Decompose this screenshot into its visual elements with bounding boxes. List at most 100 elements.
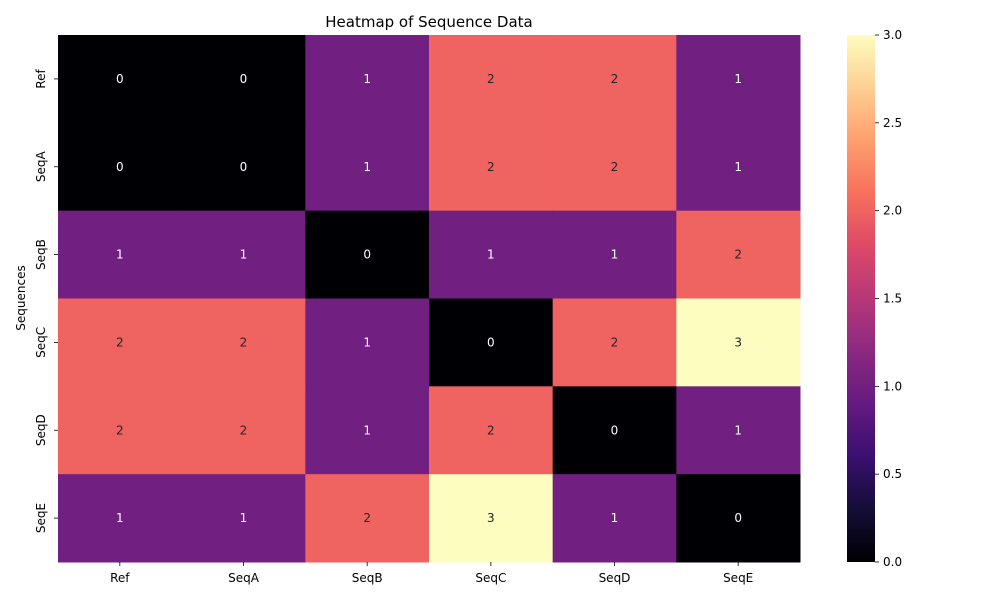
heatmap-cell bbox=[305, 210, 430, 299]
heatmap-cell bbox=[676, 386, 801, 475]
y-tick-label: SeqC bbox=[34, 327, 48, 358]
heatmap-cell bbox=[676, 474, 801, 563]
cell-value-label: 2 bbox=[487, 423, 495, 437]
cell-value-label: 0 bbox=[611, 423, 619, 437]
cell-value-label: 0 bbox=[363, 248, 371, 262]
heatmap-cell bbox=[552, 210, 677, 299]
cell-value-label: 0 bbox=[240, 160, 248, 174]
colorbar-tick-label: 1.5 bbox=[883, 292, 902, 306]
y-tick-label: SeqD bbox=[34, 414, 48, 446]
heatmap-cell bbox=[676, 122, 801, 212]
colorbar-ticks: 0.0 0.5 1.0 1.5 2.0 2.5 3.0 bbox=[875, 28, 902, 569]
cell-value-label: 3 bbox=[734, 335, 742, 349]
cell-value-label: 2 bbox=[611, 335, 619, 349]
cell-value-label: 1 bbox=[363, 72, 371, 86]
heatmap-cell bbox=[305, 298, 430, 387]
cell-value-label: 0 bbox=[240, 72, 248, 86]
cell-value-label: 1 bbox=[363, 160, 371, 174]
colorbar-tick-label: 3.0 bbox=[883, 28, 902, 42]
cell-value-label: 2 bbox=[240, 423, 248, 437]
heatmap-cell bbox=[429, 386, 554, 475]
colorbar: 0.0 0.5 1.0 1.5 2.0 2.5 3.0 bbox=[847, 28, 902, 569]
y-axis-label: Sequences bbox=[14, 265, 28, 330]
heatmap-cell bbox=[181, 298, 306, 387]
heatmap-cell bbox=[429, 210, 554, 299]
colorbar-tick-label: 0.5 bbox=[883, 467, 902, 481]
colorbar-tick-label: 2.0 bbox=[883, 204, 902, 218]
cell-value-label: 1 bbox=[240, 511, 248, 525]
heatmap-cell bbox=[676, 35, 801, 124]
heatmap-cell bbox=[181, 386, 306, 475]
cell-value-label: 1 bbox=[734, 423, 742, 437]
cell-value-label: 1 bbox=[734, 160, 742, 174]
cell-value-label: 1 bbox=[734, 72, 742, 86]
heatmap-cell bbox=[58, 386, 183, 475]
heatmap-cell bbox=[58, 210, 183, 299]
heatmap-cell bbox=[181, 35, 306, 124]
y-tick-label: SeqB bbox=[34, 239, 48, 270]
x-tick-label: SeqD bbox=[599, 571, 631, 585]
x-tick-label: Ref bbox=[110, 571, 130, 585]
heatmap-cells: 0 0 1 2 2 1 0 0 1 2 2 1 1 1 0 1 1 2 2 2 1 0 2 3 2 2 1 2 0 1 1 1 2 3 1 0 bbox=[58, 35, 801, 563]
x-tick-label: SeqB bbox=[352, 571, 383, 585]
heatmap-cell bbox=[58, 35, 183, 124]
y-tick-label: Ref bbox=[34, 68, 48, 88]
x-tick-label: SeqA bbox=[228, 571, 260, 585]
heatmap-cell bbox=[676, 298, 801, 387]
heatmap-cell bbox=[429, 298, 554, 387]
cell-value-label: 0 bbox=[487, 335, 495, 349]
heatmap-cell bbox=[58, 298, 183, 387]
heatmap-cell bbox=[429, 35, 554, 124]
heatmap-cell bbox=[552, 474, 677, 563]
cell-value-label: 0 bbox=[116, 72, 124, 86]
cell-value-label: 1 bbox=[116, 511, 124, 525]
heatmap-cell bbox=[552, 35, 677, 124]
heatmap-cell bbox=[429, 474, 554, 563]
heatmap-cell bbox=[181, 474, 306, 563]
x-tick-label: SeqC bbox=[475, 571, 506, 585]
cell-value-label: 1 bbox=[611, 248, 619, 262]
cell-value-label: 2 bbox=[611, 72, 619, 86]
cell-value-label: 2 bbox=[116, 423, 124, 437]
cell-value-label: 1 bbox=[363, 423, 371, 437]
heatmap-cell bbox=[305, 386, 430, 475]
cell-value-label: 2 bbox=[611, 160, 619, 174]
cell-value-label: 1 bbox=[116, 248, 124, 262]
cell-value-label: 1 bbox=[487, 248, 495, 262]
heatmap-cell bbox=[181, 122, 306, 212]
cell-value-label: 1 bbox=[611, 511, 619, 525]
heatmap-cell bbox=[552, 122, 677, 212]
y-tick-label: SeqA bbox=[34, 151, 48, 183]
y-tick-label: SeqE bbox=[34, 503, 48, 533]
cell-value-label: 1 bbox=[363, 335, 371, 349]
heatmap-cell bbox=[181, 210, 306, 299]
heatmap-cell bbox=[552, 298, 677, 387]
cell-value-label: 2 bbox=[487, 72, 495, 86]
heatmap-cell bbox=[58, 474, 183, 563]
chart-title: Heatmap of Sequence Data bbox=[325, 13, 532, 31]
heatmap-cell bbox=[305, 474, 430, 563]
heatmap-cell bbox=[58, 122, 183, 212]
cell-value-label: 0 bbox=[116, 160, 124, 174]
cell-value-label: 3 bbox=[487, 511, 495, 525]
cell-value-label: 2 bbox=[116, 335, 124, 349]
colorbar-tick-label: 2.5 bbox=[883, 116, 902, 130]
colorbar-tick-label: 0.0 bbox=[883, 555, 902, 569]
colorbar-tick-label: 1.0 bbox=[883, 379, 902, 393]
cell-value-label: 2 bbox=[363, 511, 371, 525]
cell-value-label: 0 bbox=[734, 511, 742, 525]
y-axis-ticks: Ref SeqA SeqB SeqC SeqD SeqE bbox=[34, 68, 58, 533]
heatmap-cell bbox=[305, 122, 430, 212]
colorbar-gradient bbox=[847, 35, 875, 562]
heatmap-cell bbox=[305, 35, 430, 124]
cell-value-label: 2 bbox=[240, 335, 248, 349]
cell-value-label: 1 bbox=[240, 248, 248, 262]
cell-value-label: 2 bbox=[487, 160, 495, 174]
heatmap-cell bbox=[429, 122, 554, 212]
heatmap-cell bbox=[552, 386, 677, 475]
x-tick-label: SeqE bbox=[723, 571, 753, 585]
heatmap-cell bbox=[676, 210, 801, 299]
x-axis-ticks: Ref SeqA SeqB SeqC SeqD SeqE bbox=[110, 562, 753, 585]
cell-value-label: 2 bbox=[734, 248, 742, 262]
